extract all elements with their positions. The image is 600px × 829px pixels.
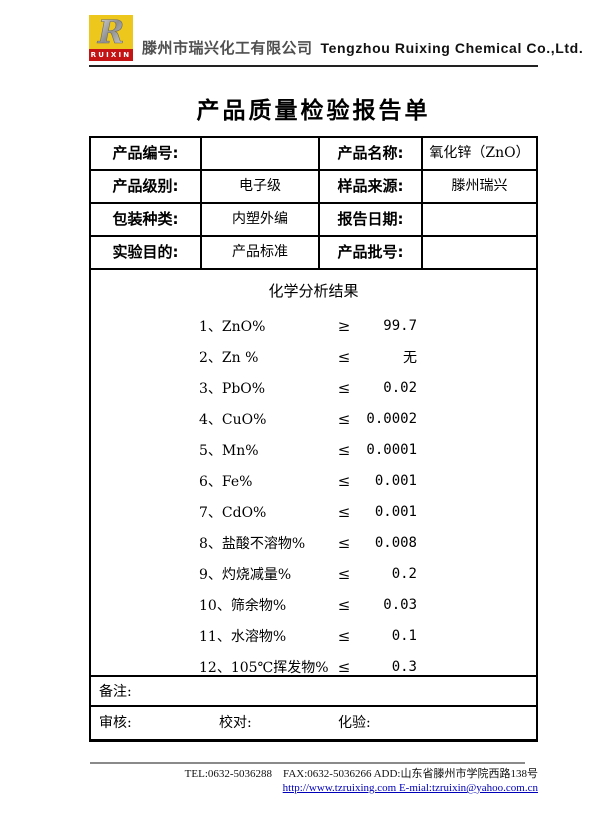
item-value: 0.03: [383, 596, 417, 613]
analysis-item: 4、CuO% ≤ 0.0002: [91, 403, 536, 434]
report-date-label: 报告日期:: [320, 204, 423, 235]
page-footer: TEL:0632-5036288 FAX:0632-5036266 ADD:山东…: [89, 762, 538, 795]
assay-label: 化验:: [338, 715, 371, 731]
analysis-item: 8、盐酸不溶物% ≤ 0.008: [91, 527, 536, 558]
item-value: 0.1: [391, 627, 417, 644]
page-header: R RUIXIN 滕州市瑞兴化工有限公司 Tengzhou Ruixing Ch…: [89, 0, 583, 61]
item-relation: ≤: [337, 502, 351, 521]
analysis-items: 1、ZnO% ≥ 99.7 2、Zn % ≤ 无 3、PbO% ≤ 0.02 4…: [91, 310, 536, 682]
analysis-item: 2、Zn % ≤ 无: [91, 341, 536, 372]
analysis-section: 化学分析结果 1、ZnO% ≥ 99.7 2、Zn % ≤ 无 3、PbO% ≤…: [91, 270, 536, 677]
company-name-cn: 滕州市瑞兴化工有限公司: [142, 39, 313, 57]
analysis-item: 3、PbO% ≤ 0.02: [91, 372, 536, 403]
item-value: 无: [403, 349, 417, 366]
info-row: 产品编号: 产品名称: 氧化锌（ZnO）: [91, 138, 536, 171]
analysis-item: 1、ZnO% ≥ 99.7: [91, 310, 536, 341]
logo-r-icon: R: [89, 15, 133, 49]
item-name: 6、Fe%: [199, 473, 253, 490]
sample-source-value: 滕州瑞兴: [451, 178, 508, 194]
item-name: 8、盐酸不溶物%: [199, 535, 306, 552]
item-value: 0.0001: [366, 441, 417, 458]
remarks-row: 备注:: [91, 677, 536, 707]
company-name-en: Tengzhou Ruixing Chemical Co.,Ltd.: [320, 40, 584, 56]
page-title: 产品质量检验报告单: [196, 98, 431, 124]
item-relation: ≤: [337, 378, 351, 397]
item-name: 10、筛余物%: [199, 597, 287, 614]
remarks-label: 备注:: [99, 684, 132, 700]
product-name-label: 产品名称:: [320, 138, 423, 169]
company-names: 滕州市瑞兴化工有限公司 Tengzhou Ruixing Chemical Co…: [142, 37, 583, 61]
analysis-section-title: 化学分析结果: [268, 282, 359, 300]
item-name: 2、Zn %: [199, 349, 259, 366]
review-label: 审核:: [99, 715, 132, 731]
product-grade-label: 产品级别:: [91, 171, 202, 202]
analysis-item: 7、CdO% ≤ 0.001: [91, 496, 536, 527]
product-name-value: 氧化锌（ZnO）: [429, 145, 530, 161]
analysis-item: 10、筛余物% ≤ 0.03: [91, 589, 536, 620]
item-relation: ≤: [337, 564, 351, 583]
item-name: 3、PbO%: [199, 380, 266, 397]
item-name: 7、CdO%: [199, 504, 267, 521]
footer-divider: [90, 762, 525, 764]
item-value: 0.001: [374, 503, 417, 520]
info-row: 实验目的: 产品标准 产品批号:: [91, 237, 536, 270]
item-name: 4、CuO%: [199, 411, 267, 428]
info-row: 包装种类: 内塑外编 报告日期:: [91, 204, 536, 237]
footer-contact-line: TEL:0632-5036288 FAX:0632-5036266 ADD:山东…: [184, 768, 538, 780]
analysis-item: 11、水溶物% ≤ 0.1: [91, 620, 536, 651]
item-relation: ≤: [337, 471, 351, 490]
item-value: 0.001: [374, 472, 417, 489]
company-logo: R RUIXIN: [89, 15, 133, 61]
footer-link-line: http://www.tzruixing.com E-mial:tzruixin…: [89, 781, 538, 795]
analysis-item: 12、105℃挥发物% ≤ 0.3: [91, 651, 536, 682]
item-value: 0.0002: [366, 410, 417, 427]
item-relation: ≤: [337, 409, 351, 428]
packaging-type-value: 内塑外编: [202, 204, 320, 235]
experiment-purpose-label: 实验目的:: [91, 237, 202, 268]
report-page: R RUIXIN 滕州市瑞兴化工有限公司 Tengzhou Ruixing Ch…: [89, 0, 583, 795]
svg-text:R: R: [97, 15, 125, 49]
footer-website-email-link[interactable]: http://www.tzruixing.com E-mial:tzruixin…: [282, 782, 538, 794]
report-date-value: [423, 204, 536, 235]
item-name: 12、105℃挥发物%: [199, 659, 329, 676]
item-relation: ≤: [337, 657, 351, 676]
signoff-row: 审核: 校对: 化验:: [91, 707, 536, 739]
header-divider: [89, 65, 538, 67]
report-table: 产品编号: 产品名称: 氧化锌（ZnO） 产品级别: 电子级 样品来源: 滕州瑞…: [89, 136, 538, 742]
experiment-purpose-value: 产品标准: [202, 237, 320, 268]
item-relation: ≤: [337, 595, 351, 614]
product-grade-value: 电子级: [202, 171, 320, 202]
logo-brand-text: RUIXIN: [89, 49, 133, 61]
item-relation: ≤: [337, 533, 351, 552]
item-value: 99.7: [383, 317, 417, 334]
batch-no-label: 产品批号:: [320, 237, 423, 268]
item-name: 9、灼烧减量%: [199, 566, 292, 583]
sample-source-label: 样品来源:: [320, 171, 423, 202]
item-relation: ≤: [337, 626, 351, 645]
batch-no-value: [423, 237, 536, 268]
item-relation: ≤: [337, 347, 351, 366]
product-no-value: [202, 138, 320, 169]
product-no-label: 产品编号:: [91, 138, 202, 169]
item-value: 0.3: [391, 658, 417, 675]
item-value: 0.02: [383, 379, 417, 396]
packaging-type-label: 包装种类:: [91, 204, 202, 235]
analysis-item: 6、Fe% ≤ 0.001: [91, 465, 536, 496]
item-value: 0.008: [374, 534, 417, 551]
item-name: 5、Mn%: [199, 442, 259, 459]
item-name: 11、水溶物%: [199, 628, 287, 645]
proofread-label: 校对:: [219, 715, 252, 731]
info-row: 产品级别: 电子级 样品来源: 滕州瑞兴: [91, 171, 536, 204]
analysis-item: 5、Mn% ≤ 0.0001: [91, 434, 536, 465]
item-value: 0.2: [391, 565, 417, 582]
analysis-item: 9、灼烧减量% ≤ 0.2: [91, 558, 536, 589]
item-relation: ≥: [337, 316, 351, 335]
item-relation: ≤: [337, 440, 351, 459]
item-name: 1、ZnO%: [199, 318, 266, 335]
